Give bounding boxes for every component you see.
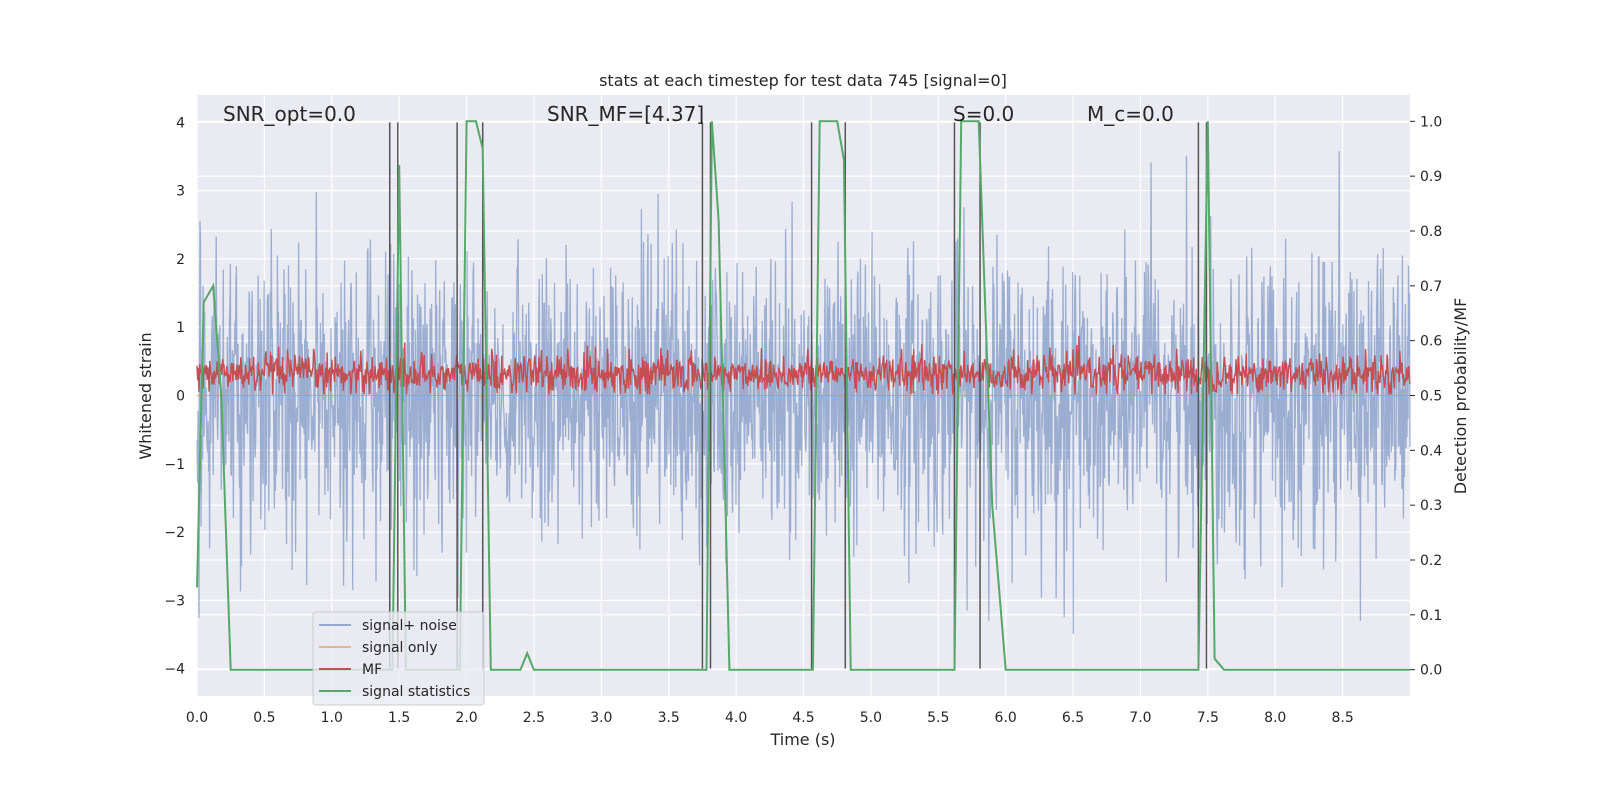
y-tick-label-right: 0.6 [1420,334,1442,350]
x-tick-label: 1.0 [321,710,343,726]
series-line [196,120,1410,671]
legend-item-signal-only: signal only [319,640,437,656]
x-tick-label: 3.5 [658,710,680,726]
annotation-s: S=0.0 [953,102,1014,126]
x-tick-label: 0.5 [253,710,275,726]
x-tick-label: 2.5 [523,710,545,726]
y-tick-label-right: 0.5 [1420,389,1442,405]
y-ticks-left: −4 −3 −2 −1 0 1 2 3 4 [164,115,185,677]
legend-label: signal only [362,640,437,656]
annotation-snr-mf: SNR_MF=[4.37] [547,102,704,126]
annotation-snr-opt: SNR_opt=0.0 [223,102,356,126]
x-tick-label: 3.0 [590,710,612,726]
series-mf [196,335,1411,395]
y-tick-label-right: 0.4 [1420,443,1442,459]
series-line [196,335,1411,395]
x-tick-label: 8.0 [1264,710,1286,726]
legend-label: signal+ noise [362,618,457,634]
x-tick-label: 7.0 [1129,710,1151,726]
y-tick-label: 1 [176,320,185,336]
x-tick-label: 8.5 [1331,710,1353,726]
legend-box [312,611,485,706]
chart-title: stats at each timestep for test data 745… [599,71,1007,90]
y-tick-label: −3 [164,593,185,609]
y-tick-label-right: 0.2 [1420,553,1442,569]
x-tick-label: 1.5 [388,710,410,726]
legend-label: MF [362,662,382,678]
x-ticks: 0.0 0.5 1.0 1.5 2.0 2.5 3.0 3.5 4.0 4.5 5.0 5.5 6.0 6… [186,710,1354,726]
x-tick-label: 7.5 [1197,710,1219,726]
y-axis-label: Whitened strain [136,332,155,459]
x-tick-label: 4.0 [725,710,747,726]
x-axis-label: Time (s) [769,730,835,749]
x-tick-label: 2.0 [455,710,477,726]
y-tick-label: 4 [176,115,185,131]
x-tick-label: 4.5 [792,710,814,726]
x-tick-label: 6.5 [1062,710,1084,726]
legend: signal+ noise signal only MF signal stat… [312,611,485,706]
y-tick-label: 3 [176,184,185,200]
y-ticks-right: 0.0 0.1 0.2 0.3 0.4 0.5 0.6 0.7 0.8 0.9 1.0 [1410,114,1442,679]
y-tick-label-right: 0.8 [1420,224,1442,240]
y-tick-label: −4 [164,662,185,678]
y-tick-label-right: 1.0 [1420,114,1442,130]
y-tick-label-right: 0.1 [1420,608,1442,624]
x-tick-label: 5.5 [927,710,949,726]
y-axis-label-right: Detection probability/MF [1451,298,1470,495]
y-tick-label: 2 [176,252,185,268]
legend-item-mf: MF [319,662,382,678]
legend-item-signal-statistics: signal statistics [319,684,470,700]
y-tick-label-right: 0.0 [1420,663,1442,679]
y-tick-label-right: 0.7 [1420,279,1442,295]
x-tick-label: 0.0 [186,710,208,726]
annotation-mc: M_c=0.0 [1087,102,1174,126]
y-tick-label-right: 0.9 [1420,169,1442,185]
y-tick-label: −1 [164,457,185,473]
legend-label: signal statistics [362,684,470,700]
x-tick-label: 5.0 [860,710,882,726]
y-tick-label: −2 [164,525,185,541]
series-signal-statistics [196,120,1410,671]
y-tick-label: 0 [176,389,185,405]
x-tick-label: 6.0 [995,710,1017,726]
y-tick-label-right: 0.3 [1420,498,1442,514]
legend-item-signal-noise: signal+ noise [319,618,457,634]
